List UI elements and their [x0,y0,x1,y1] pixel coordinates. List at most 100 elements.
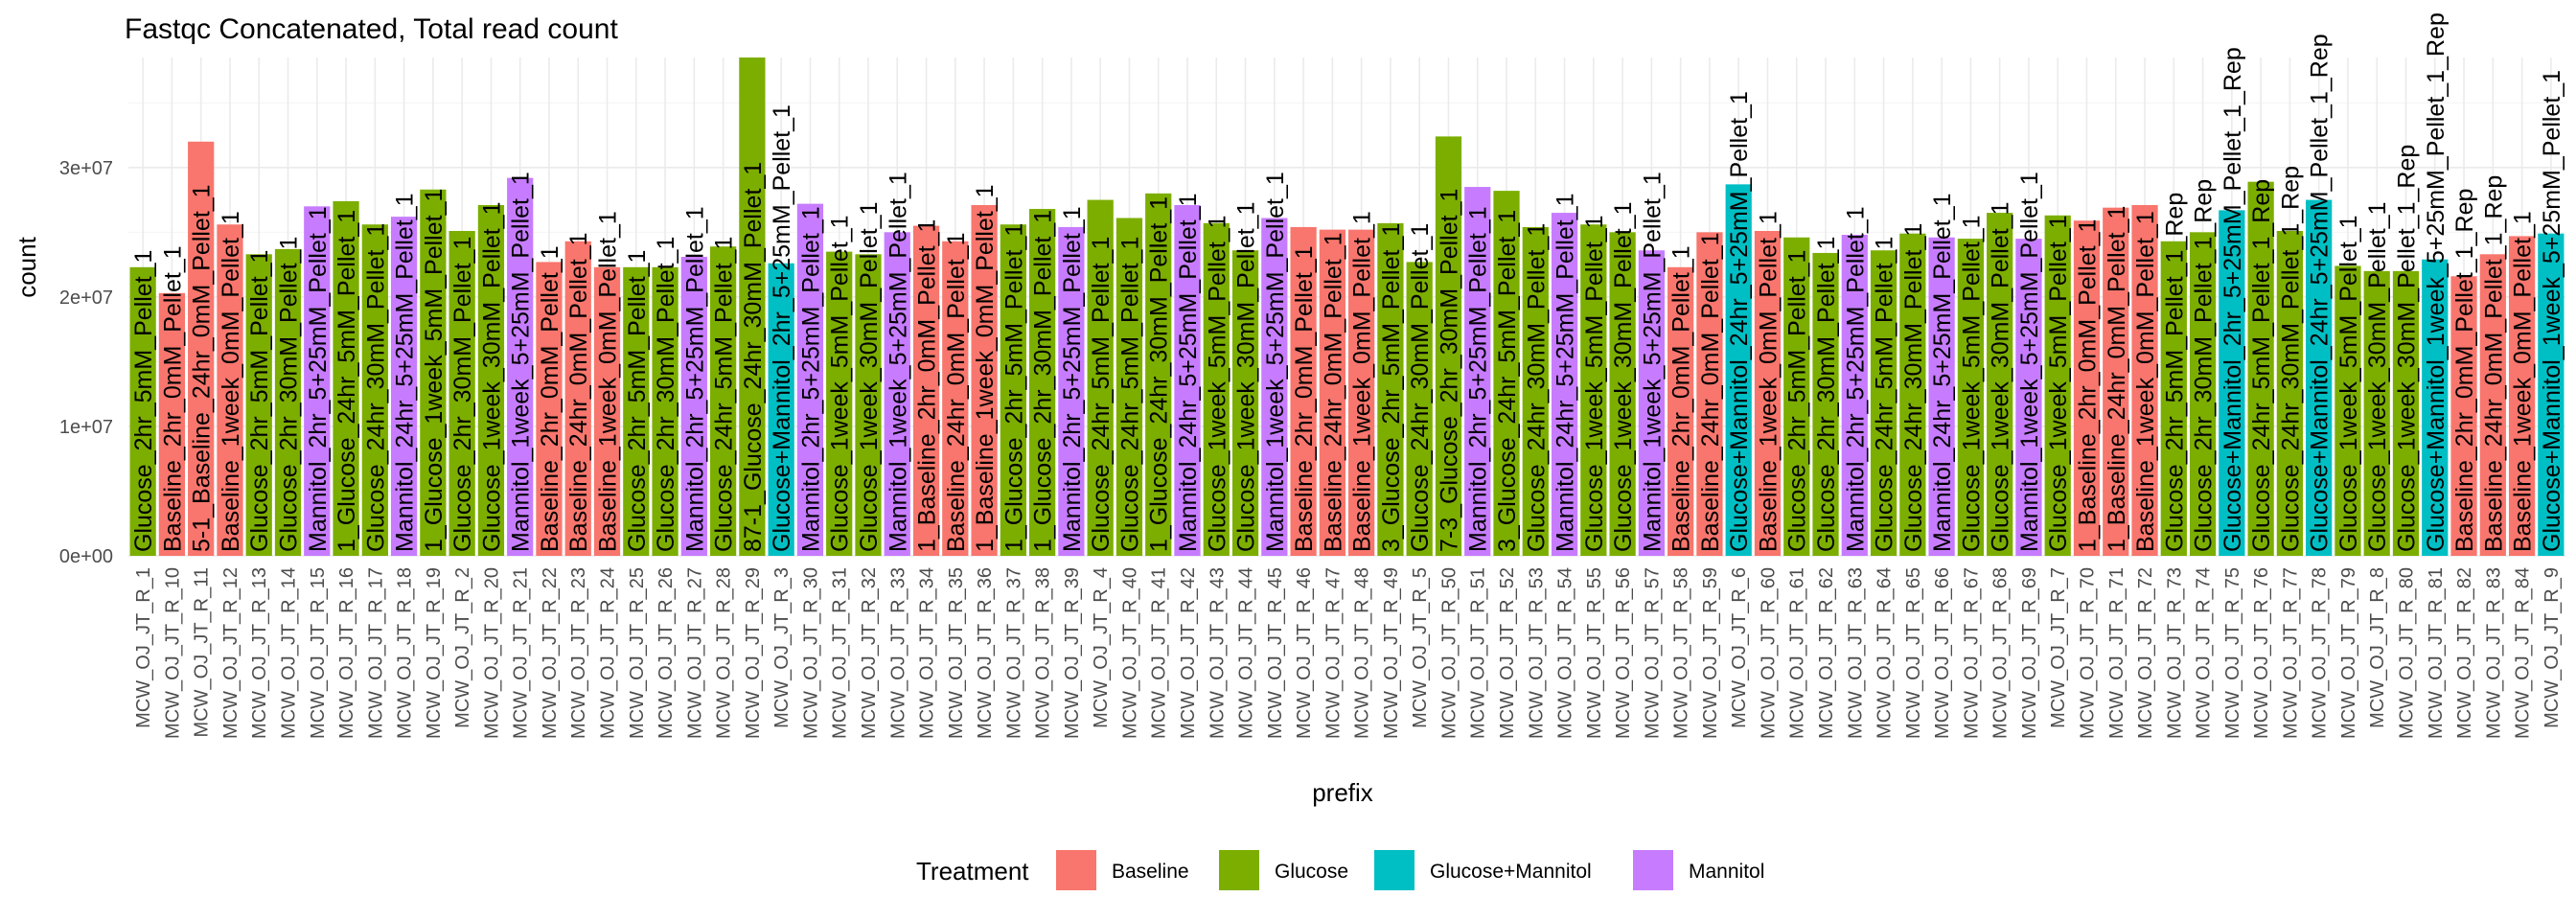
bar [652,266,678,556]
bar-data-label: Baseline_1week_0mM_Pellet_1 [595,211,622,552]
bar-data-label: Glucose_1week_5mM_Pellet_1 [1204,215,1230,552]
x-tick-label: MCW_OJ_JT_R_62 [1816,567,1837,739]
bar-data-label: 1_Baseline_24hr_0mM_Pellet_1 [2104,206,2130,552]
bar [1377,222,1404,556]
x-tick-label: MCW_OJ_JT_R_42 [1178,567,1199,739]
x-tick-label: MCW_OJ_JT_R_22 [540,567,561,739]
x-tick-label: MCW_OJ_JT_R_8 [2367,567,2388,728]
bar [2189,232,2217,556]
bar [1609,232,1636,556]
bar-data-label: Baseline_1week_0mM_Pellet_1 [1349,211,1376,552]
x-tick-label: MCW_OJ_JT_R_48 [1352,567,1373,739]
x-tick-label: MCW_OJ_JT_R_44 [1236,567,1257,739]
x-tick-label: MCW_OJ_JT_R_38 [1033,567,1054,739]
bar [2131,204,2158,556]
bar-data-label: Glucose_24hr_30mM_Pellet_1 [362,223,389,552]
bar-data-label: 3_Glucose_24hr_5mM_Pellet_1 [1494,210,1521,552]
x-tick-label: MCW_OJ_JT_R_9 [2542,567,2563,728]
x-tick-label: MCW_OJ_JT_R_23 [568,567,589,739]
x-tick-label: MCW_OJ_JT_R_40 [1119,567,1140,739]
bar [796,203,824,556]
legend-item: Glucose+Mannitol [1374,850,1592,890]
bar [1696,232,1723,556]
bar [217,224,243,556]
x-tick-label: MCW_OJ_JT_R_31 [830,567,851,739]
bar [855,254,882,556]
x-tick-label: MCW_OJ_JT_R_4 [1091,567,1112,728]
x-tick-label: MCW_OJ_JT_R_14 [279,567,300,739]
bar-data-label: Glucose_1week_30mM_Pellet_1_Rep [2393,145,2420,552]
bar [1987,213,2013,556]
bar [1058,226,1085,556]
x-tick-label: MCW_OJ_JT_R_55 [1584,567,1605,739]
bar-data-label: Baseline_2hr_0mM_Pellet_1 [537,245,564,552]
x-tick-label: MCW_OJ_JT_R_54 [1555,567,1576,739]
x-tick-label: MCW_OJ_JT_R_71 [2106,567,2128,739]
bar-data-label: Glucose+Mannitol_1week_5+25mM_Pellet_1 [2539,70,2565,552]
bar-data-label: 7-3_Glucose_2hr_30mM_Pellet_1 [1436,189,1462,552]
x-tick-label: MCW_OJ_JT_R_37 [1003,567,1024,739]
bars: Glucose_2hr_5mM_Pellet_1 Baseline_2hr_0mM… [129,12,2565,556]
chart-title: Fastqc Concatenated, Total read count [125,13,618,45]
bar-data-label: Glucose_24hr_30mM_Pellet_1 [1900,223,1927,552]
bar-data-label: Glucose_1week_30mM_Pellet_1 [1988,202,2014,553]
x-tick-label: MCW_OJ_JT_R_50 [1438,567,1460,739]
bar [2334,265,2361,556]
bar-data-label: Baseline_1week_0mM_Pellet_1 [1755,211,1782,552]
bar [2247,181,2274,556]
bar-data-label: Glucose_1week_5mM_Pellet_1 [2335,215,2362,552]
bar-data-label: Baseline_24hr_0mM_Pellet_1 [565,232,592,552]
bar [1203,222,1230,556]
bar [1290,226,1317,556]
bar-data-label: Baseline_2hr_0mM_Pellet_1 [159,245,186,552]
bar-data-label: Mannitol_24hr_5+25mM_Pellet_1 [1175,193,1202,552]
x-tick-label: MCW_OJ_JT_R_28 [714,567,735,739]
bar-data-label: Baseline_2hr_0mM_Pellet_1 [1668,245,1695,552]
x-tick-label: MCW_OJ_JT_R_26 [656,567,677,739]
x-tick-label: MCW_OJ_JT_R_81 [2426,567,2447,739]
x-tick-label: MCW_OJ_JT_R_47 [1322,567,1344,739]
bar-data-label: Glucose+Mannitol_2hr_5+25mM_Pellet_1_Rep [2220,47,2246,552]
x-tick-label: MCW_OJ_JT_R_5 [1410,567,1431,728]
x-tick-label: MCW_OJ_JT_R_36 [975,567,996,739]
bar [1841,235,1868,556]
legend-item: Glucose [1219,850,1348,890]
bar-data-label: Glucose_1week_30mM_Pellet_1 [478,202,505,553]
bar [1754,230,1782,556]
bar [390,217,418,556]
bar [739,58,766,556]
bar-data-label: Glucose_2hr_30mM_Pellet_1 [276,237,303,552]
bar [1899,233,1926,556]
bar-data-label: Glucose+Mannitol_24hr_5+25mM_Pellet_1_Re… [2307,34,2334,552]
bar [2103,207,2129,556]
legend-label: Glucose+Mannitol [1430,861,1592,883]
x-tick-label: MCW_OJ_JT_R_46 [1294,567,1315,739]
bar [2073,220,2101,556]
bar-data-label: Mannitol_2hr_5+25mM_Pellet_1 [1842,206,1869,552]
bar-data-label: Mannitol_2hr_5+25mM_Pellet_1 [797,206,824,552]
x-tick-label: MCW_OJ_JT_R_69 [2019,567,2040,739]
x-tick-label: MCW_OJ_JT_R_52 [1497,567,1518,739]
bar-data-label: Glucose_2hr_5mM_Pellet_1_Rep [2161,193,2188,552]
bar [420,189,447,556]
bar-data-label: 1_Baseline_2hr_0mM_Pellet_1 [2074,219,2101,552]
bar [448,230,475,556]
bar-data-label: Glucose_1week_30mM_Pellet_1 [1610,202,1637,553]
bar [1522,226,1549,556]
bar [623,266,650,556]
bar-data-label: 1_Baseline_2hr_0mM_Pellet_1 [914,219,941,552]
x-tick-label: MCW_OJ_JT_R_59 [1700,567,1721,739]
bar [361,224,388,556]
bar-data-label: 87-1_Glucose_24hr_30mM_Pellet_1 [740,162,767,552]
bar [1348,229,1375,556]
bar [942,241,969,556]
bar [2219,210,2245,556]
bar [1668,266,1694,556]
bar-data-label: 1_Baseline_1week_0mM_Pellet_1 [972,184,999,552]
bar [1319,229,1346,556]
x-tick-label: MCW_OJ_JT_R_6 [1729,567,1750,728]
x-tick-label: MCW_OJ_JT_R_60 [1758,567,1779,739]
bar [1957,239,1985,556]
bar [1493,191,1520,556]
x-tick-label: MCW_OJ_JT_R_10 [162,567,183,739]
